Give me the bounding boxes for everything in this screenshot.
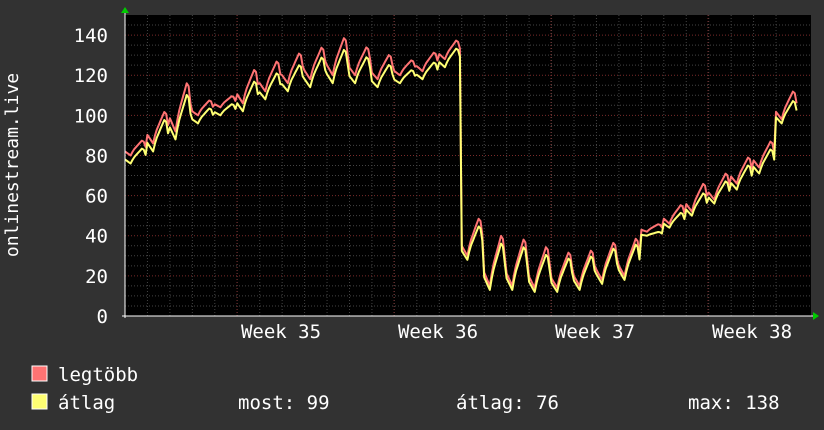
stat-max: max: 138 [688,392,780,414]
x-axis-arrow-icon [813,312,819,320]
series-lines [124,37,798,293]
series-line-avg [124,47,798,293]
y-tick-label: 100 [74,105,108,127]
legend-label-max: legtöbb [58,364,138,386]
x-axis-ticks: Week 35 Week 36 Week 37 Week 38 [241,321,792,343]
x-tick-label: Week 37 [555,321,635,343]
stat-average: átlag: 76 [456,392,559,414]
y-tick-label: 60 [85,186,108,208]
legend-label-avg: átlag [58,392,115,414]
y-axis-arrow-icon [121,7,129,13]
stat-now: most: 99 [238,392,330,414]
y-tick-label: 80 [85,145,108,167]
y-tick-label: 120 [74,65,108,87]
y-axis-ticks: 0 20 40 60 80 100 120 140 [74,25,108,328]
y-tick-label: 140 [74,25,108,47]
y-tick-label: 20 [85,266,108,288]
y-tick-label: 40 [85,226,108,248]
x-tick-label: Week 36 [398,321,478,343]
x-tick-label: Week 35 [241,321,321,343]
legend: legtöbb átlag most: 99 átlag: 76 max: 13… [31,364,780,414]
y-axis-label: onlinestream.live [2,73,23,257]
x-tick-label: Week 38 [712,321,792,343]
legend-swatch-avg [31,393,48,410]
legend-swatch-max [31,365,48,382]
y-tick-label: 0 [97,306,108,328]
